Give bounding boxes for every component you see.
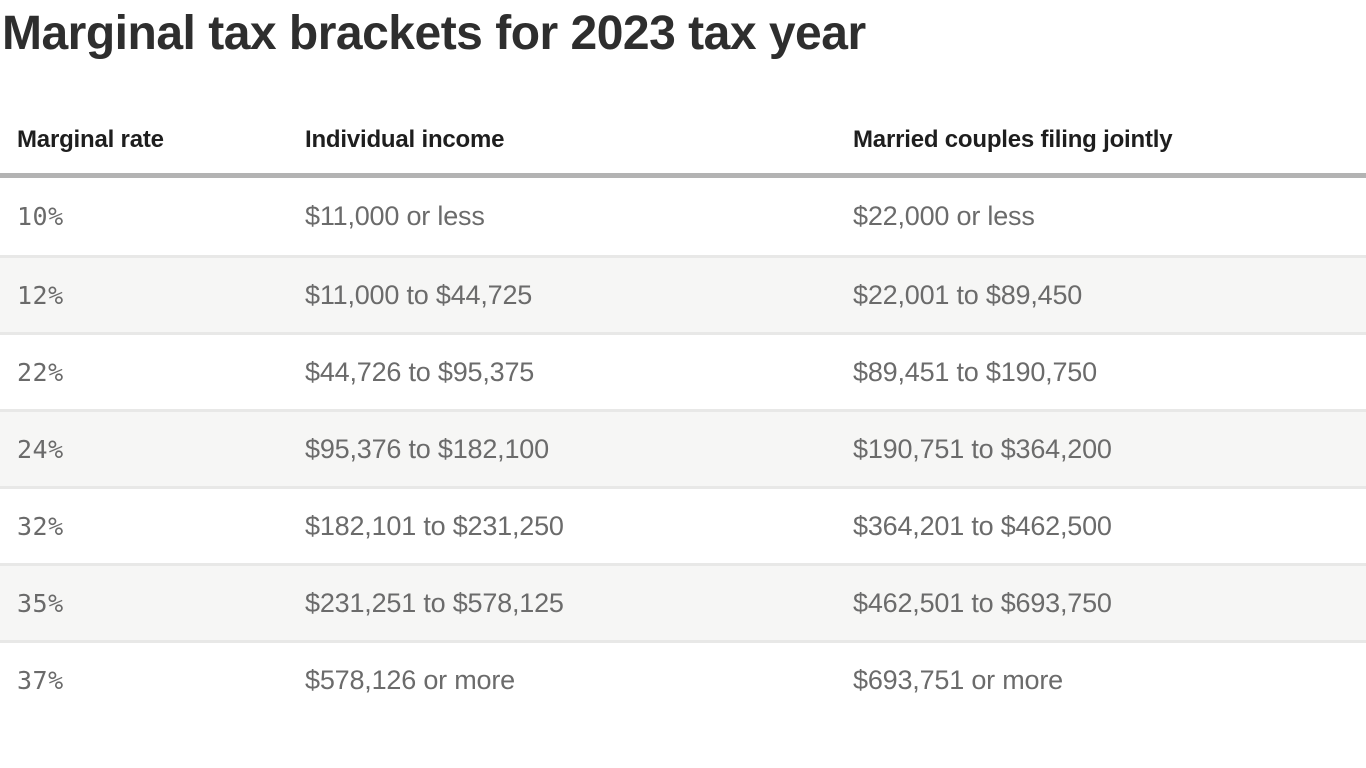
cell-individual-income: $44,726 to $95,375 [305,356,535,387]
cell-married-income: $22,001 to $89,450 [853,279,1083,310]
cell-marginal-rate: 37% [17,665,64,695]
cell-individual-income: $578,126 or more [305,664,515,695]
cell-individual-income: $11,000 or less [305,201,485,231]
cell-individual-income: $182,101 to $231,250 [305,510,564,541]
cell-married-income: $462,501 to $693,750 [853,587,1112,618]
page-title: Marginal tax brackets for 2023 tax year [2,7,866,60]
cell-married-income: $693,751 or more [853,664,1063,695]
cell-married-income: $89,451 to $190,750 [853,356,1097,387]
tax-bracket-table-graphic: Marginal tax brackets for 2023 tax year … [0,7,1366,717]
table-header-row: Marginal rate Individual income Married … [0,62,1366,173]
cell-married-income: $364,201 to $462,500 [853,510,1112,541]
cell-individual-income: $231,251 to $578,125 [305,587,564,618]
table-body: 10% $11,000 or less $22,000 or less 12% … [0,178,1366,717]
column-header-marginal-rate: Marginal rate [17,126,164,153]
table-row: 32% $182,101 to $231,250 $364,201 to $46… [0,486,1366,563]
cell-married-income: $22,000 or less [853,201,1035,231]
table-row: 22% $44,726 to $95,375 $89,451 to $190,7… [0,332,1366,409]
cell-marginal-rate: 12% [17,280,64,310]
table-row: 12% $11,000 to $44,725 $22,001 to $89,45… [0,255,1366,332]
table-row: 35% $231,251 to $578,125 $462,501 to $69… [0,563,1366,640]
cell-marginal-rate: 32% [17,511,64,541]
table-row: 37% $578,126 or more $693,751 or more [0,640,1366,717]
table-row: 10% $11,000 or less $22,000 or less [0,178,1366,255]
cell-marginal-rate: 22% [17,357,64,387]
cell-married-income: $190,751 to $364,200 [853,433,1112,464]
column-header-individual-income: Individual income [305,126,505,153]
cell-marginal-rate: 10% [17,202,64,231]
table-row: 24% $95,376 to $182,100 $190,751 to $364… [0,409,1366,486]
cell-individual-income: $11,000 to $44,725 [305,279,533,310]
column-header-married-couples: Married couples filing jointly [853,126,1173,153]
cell-marginal-rate: 35% [17,588,64,618]
cell-marginal-rate: 24% [17,434,64,464]
header-divider-rule [0,173,1366,178]
cell-individual-income: $95,376 to $182,100 [305,433,549,464]
